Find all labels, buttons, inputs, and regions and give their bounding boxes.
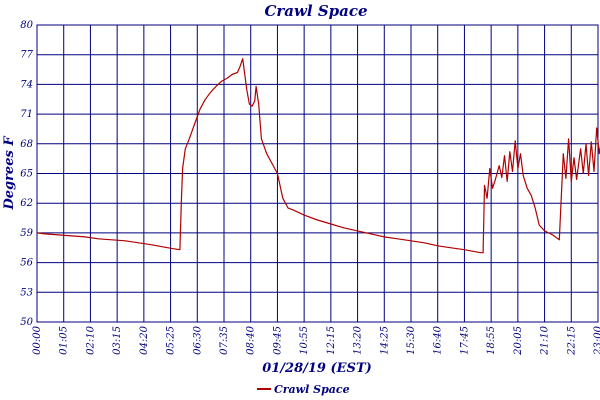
series-group: [36, 58, 600, 254]
x-tick-label: 03:15: [112, 326, 123, 355]
chart-title: Crawl Space: [264, 2, 367, 20]
y-tick-label: 65: [20, 169, 33, 180]
series-line: [36, 58, 600, 254]
x-tick-label: 06:30: [192, 325, 203, 354]
x-tick-label: 01:05: [59, 326, 70, 355]
x-tick-label: 05:25: [166, 326, 177, 355]
chart-grid: [36, 24, 599, 323]
x-tick-label: 20:05: [513, 326, 524, 356]
x-tick-label: 22:15: [566, 326, 577, 356]
y-tick-label: 77: [20, 50, 33, 61]
y-tick-label: 71: [20, 109, 33, 120]
legend: Crawl Space: [257, 383, 350, 396]
x-tick-label: 04:20: [139, 325, 150, 354]
y-tick-label: 50: [20, 317, 33, 328]
x-tick-label: 07:35: [219, 326, 230, 355]
x-tick-label: 17:45: [459, 326, 470, 355]
y-tick-label: 74: [20, 79, 33, 90]
x-tick-label: 09:45: [272, 326, 283, 355]
y-tick-label: 62: [20, 198, 33, 209]
x-tick-label: 13:20: [353, 325, 364, 354]
y-tick-label: 68: [20, 139, 33, 150]
x-tick-label: 12:15: [326, 326, 337, 355]
y-axis-label: Degrees F: [2, 136, 17, 211]
x-tick-label: 18:55: [486, 326, 497, 355]
y-tick-label: 59: [20, 228, 33, 239]
x-axis: 00:00 01:05 02:10 03:15 04:20 05:25 06:30 07:35…: [32, 325, 600, 355]
x-tick-label: 15:30: [406, 325, 417, 354]
legend-label: Crawl Space: [274, 383, 350, 396]
plot-frame: [36, 24, 599, 323]
y-tick-label: 53: [20, 287, 33, 298]
x-tick-label: 14:25: [379, 326, 390, 355]
y-axis: 50 53 56 59 62 65 68 71 74 77 80: [20, 20, 33, 328]
x-tick-label: 21:10: [540, 325, 551, 355]
x-tick-label: 08:40: [246, 325, 257, 354]
x-tick-label: 10:55: [299, 326, 310, 355]
x-tick-label: 00:00: [32, 325, 43, 354]
x-tick-label: 23:00: [593, 325, 600, 355]
x-axis-label: 01/28/19 (EST): [262, 361, 372, 376]
x-tick-label: 02:10: [85, 325, 96, 354]
y-tick-label: 80: [20, 20, 33, 31]
y-tick-label: 56: [20, 258, 33, 269]
x-tick-label: 16:40: [433, 325, 444, 354]
